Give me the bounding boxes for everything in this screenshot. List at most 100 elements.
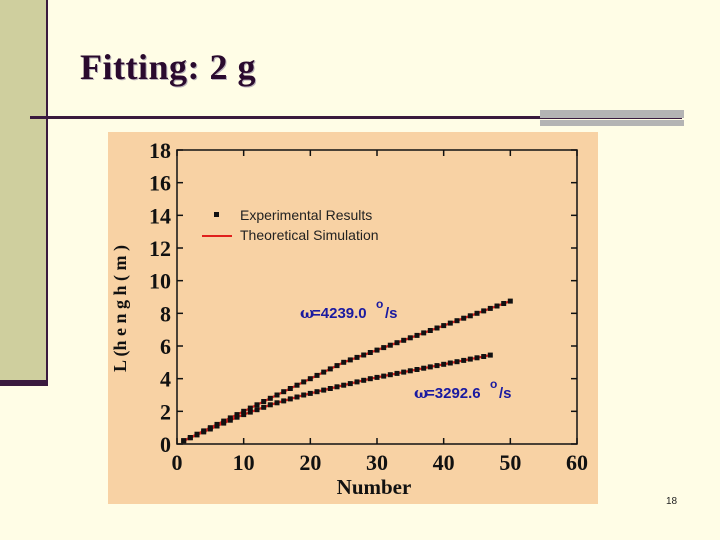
y-tick-label-9: 18 — [149, 138, 171, 163]
data-point-s0-17 — [294, 382, 300, 388]
data-point-s1-31 — [387, 372, 393, 378]
data-point-s1-2 — [194, 432, 200, 438]
data-point-s1-29 — [374, 374, 380, 380]
data-point-s1-1 — [187, 435, 193, 441]
data-point-s0-46 — [487, 305, 493, 311]
data-point-s1-36 — [421, 365, 427, 371]
data-point-s0-45 — [481, 308, 487, 314]
y-tick-label-6: 12 — [149, 236, 171, 261]
y-tick-label-4: 8 — [160, 301, 171, 326]
slide-title: Fitting: 2 g — [80, 47, 256, 87]
data-point-s1-10 — [247, 409, 253, 415]
annotation-upper-degree: o — [376, 297, 383, 311]
data-point-s1-3 — [201, 429, 207, 435]
y-tick-label-0: 0 — [160, 432, 171, 457]
data-point-s1-15 — [281, 398, 287, 404]
data-point-s1-8 — [234, 414, 240, 420]
data-point-s1-12 — [261, 404, 267, 410]
chart-background — [108, 132, 598, 504]
axis-ticks — [176, 149, 578, 445]
data-point-s1-25 — [347, 381, 353, 387]
data-point-s0-8 — [234, 412, 240, 418]
data-point-s1-27 — [361, 377, 367, 383]
data-point-s0-48 — [501, 301, 507, 306]
annotation-lower-degree: o — [490, 377, 497, 391]
x-tick-label-0: 0 — [172, 450, 183, 475]
data-point-s0-31 — [387, 342, 393, 348]
data-points — [181, 298, 513, 444]
data-point-s1-14 — [274, 400, 280, 406]
annotation-upper-unit: /s — [385, 305, 398, 322]
left-accent-bar-edge — [46, 0, 48, 386]
divider-accent-top — [540, 110, 684, 118]
data-point-s1-22 — [327, 386, 333, 391]
data-point-s0-15 — [281, 389, 287, 395]
data-point-s0-16 — [287, 386, 293, 391]
data-point-s1-11 — [254, 407, 260, 413]
data-point-s0-37 — [427, 328, 433, 333]
data-point-s0-27 — [361, 352, 367, 358]
x-tick-label-5: 50 — [499, 450, 521, 475]
data-point-s0-40 — [447, 320, 453, 326]
data-point-s0-9 — [241, 408, 247, 414]
data-point-s1-26 — [354, 379, 360, 385]
left-accent-bar-base — [0, 380, 48, 386]
left-accent-bar — [0, 0, 46, 384]
data-point-s1-21 — [321, 387, 327, 393]
data-point-s0-25 — [347, 357, 353, 363]
data-point-s1-35 — [414, 367, 420, 372]
data-point-s0-22 — [327, 366, 333, 372]
data-point-s0-23 — [334, 363, 340, 369]
divider-accent-bottom — [540, 120, 684, 126]
data-point-s1-46 — [487, 352, 493, 358]
x-axis-label: Number — [337, 475, 412, 499]
page-number: 18 — [666, 496, 678, 507]
data-point-s0-49 — [507, 298, 513, 304]
data-point-s1-16 — [287, 396, 293, 402]
annotation-lower: ω =3292.6 o /s — [414, 377, 512, 402]
annotation-lower-value: =3292.6 — [426, 385, 481, 402]
data-point-s0-39 — [441, 323, 447, 329]
y-tick-labels: 0 2 4 6 8 10 12 14 16 18 — [149, 138, 171, 457]
data-point-s0-33 — [401, 337, 407, 343]
data-point-s0-30 — [381, 345, 387, 351]
data-point-s1-33 — [401, 369, 407, 375]
data-point-s0-38 — [434, 325, 440, 331]
x-tick-label-2: 20 — [299, 450, 321, 475]
data-point-s1-45 — [481, 354, 487, 359]
data-point-s0-34 — [407, 335, 413, 341]
data-point-s0-41 — [454, 318, 460, 324]
annotation-upper-value: =4239.0 — [312, 305, 367, 322]
data-point-s0-36 — [421, 330, 427, 336]
data-point-s1-28 — [367, 376, 373, 382]
y-tick-label-7: 14 — [149, 203, 171, 228]
y-tick-label-5: 10 — [149, 269, 171, 294]
data-point-s1-5 — [214, 423, 220, 429]
data-point-s0-20 — [314, 372, 320, 378]
data-point-s0-47 — [494, 303, 500, 309]
annotation-upper: ω =4239.0 o /s — [300, 297, 398, 322]
data-point-s1-17 — [294, 394, 300, 400]
annotation-lower-unit: /s — [499, 385, 512, 402]
data-point-s1-41 — [454, 359, 460, 365]
chart-container: 0 10 20 30 40 50 60 0 2 4 6 8 10 12 14 16 18 Experiment… — [108, 132, 598, 504]
data-point-s1-7 — [227, 417, 233, 423]
data-point-s1-37 — [427, 364, 433, 370]
y-tick-label-2: 4 — [160, 367, 171, 392]
data-point-s1-4 — [207, 426, 213, 432]
data-point-s1-9 — [241, 412, 247, 418]
data-point-s0-24 — [341, 359, 347, 365]
legend: Experimental Results Theoretical Simulat… — [202, 207, 379, 243]
x-tick-label-3: 30 — [366, 450, 388, 475]
data-point-s0-43 — [467, 313, 473, 319]
x-tick-labels: 0 10 20 30 40 50 60 — [172, 450, 589, 475]
data-point-s1-39 — [441, 361, 447, 367]
data-point-s1-19 — [307, 390, 313, 396]
data-point-s0-44 — [474, 310, 480, 316]
data-point-s0-42 — [461, 315, 467, 321]
data-point-s1-30 — [381, 373, 387, 379]
data-point-s1-0 — [181, 438, 187, 444]
data-point-s1-43 — [467, 356, 473, 362]
data-point-s1-23 — [334, 384, 340, 390]
title-divider — [30, 116, 682, 119]
